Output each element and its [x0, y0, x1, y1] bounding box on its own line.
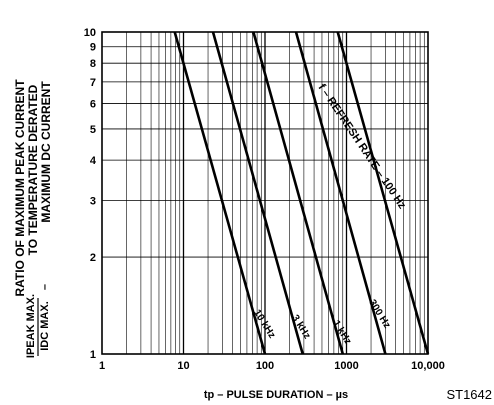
- y-tick-label: 10: [84, 27, 96, 39]
- x-tick-label: 10: [177, 360, 189, 372]
- series-label-300-hz: 300 Hz: [366, 298, 392, 331]
- refresh-rate-annotation: f – REFRESH RATE – 100 Hz: [316, 82, 409, 212]
- series-label-10-khz: 10 kHz: [251, 308, 277, 341]
- figure-code: ST1642: [446, 387, 492, 402]
- y-axis-label-block: RATIO OF MAXIMUM PEAK CURRENT TO TEMPERA…: [13, 79, 53, 358]
- x-tick-label: 1000: [334, 360, 358, 372]
- y-axis-label-line-3: MAXIMUM DC CURRENT: [39, 81, 53, 223]
- x-tick-label: 10,000: [411, 360, 445, 372]
- y-tick-label: 8: [90, 58, 96, 70]
- y-tick-label: 6: [90, 98, 96, 110]
- y-tick-label: 7: [90, 77, 96, 89]
- series-line-1-khz: [252, 31, 345, 355]
- y-tick-label: 5: [90, 124, 96, 136]
- y-formula-denominator: IDC MAX.: [39, 301, 51, 351]
- y-tick-labels: 1 2 3 4 5 6 7 8 9 10: [84, 27, 97, 361]
- y-formula-dash: –: [39, 284, 51, 290]
- x-axis-label: tp – PULSE DURATION – µs: [204, 389, 348, 401]
- y-axis-label-line-1: RATIO OF MAXIMUM PEAK CURRENT: [13, 79, 27, 297]
- series-line-300-hz: [294, 31, 387, 355]
- y-tick-label: 2: [90, 252, 96, 264]
- y-axis-label-line-2: TO TEMPERATURE DERATED: [26, 84, 40, 255]
- series-line-3-khz: [211, 31, 304, 355]
- x-tick-label: 1: [99, 360, 105, 372]
- series-line-10-khz: [173, 31, 267, 355]
- y-tick-label: 9: [90, 42, 96, 54]
- x-tick-label: 100: [256, 360, 274, 372]
- series-group: [173, 31, 430, 355]
- y-tick-label: 3: [90, 195, 96, 207]
- y-tick-label: 4: [90, 155, 97, 167]
- x-tick-labels: 1 10 100 1000 10,000: [99, 360, 445, 372]
- series-line-100-hz: [336, 31, 430, 355]
- y-tick-label: 1: [90, 349, 96, 361]
- series-label-3-khz: 3 kHz: [289, 313, 312, 341]
- y-formula-numerator: IPEAK MAX.: [25, 294, 37, 358]
